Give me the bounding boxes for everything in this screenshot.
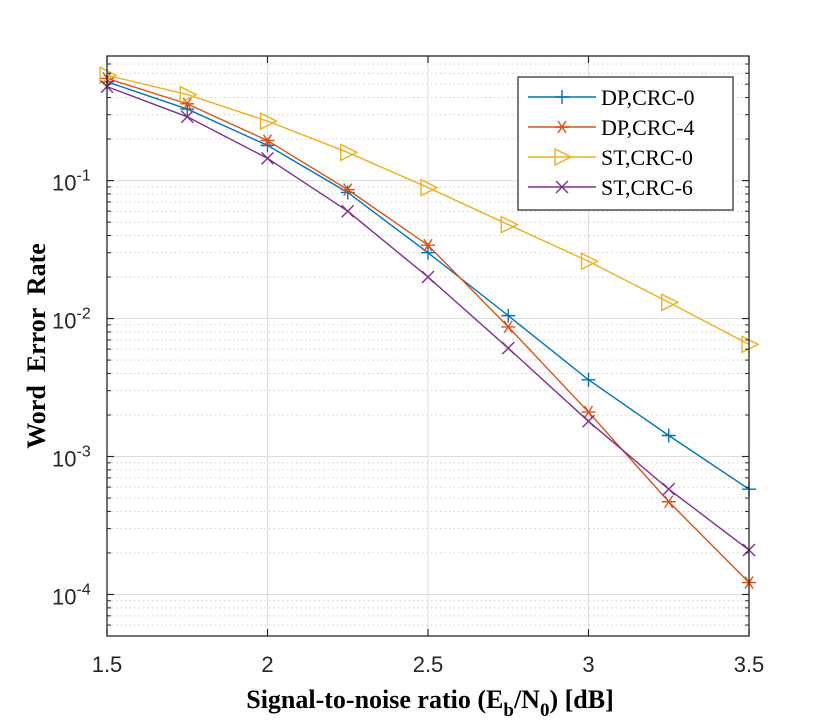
data-point xyxy=(580,252,600,271)
data-point xyxy=(555,180,569,194)
data-point xyxy=(554,147,573,167)
data-point xyxy=(421,238,435,252)
x-tick-label: 3 xyxy=(582,652,594,677)
y-axis-title: Word Error Rate xyxy=(22,243,51,449)
legend-label: DP,CRC-0 xyxy=(601,85,695,110)
data-point xyxy=(259,111,279,131)
series-line xyxy=(106,74,750,345)
data-point xyxy=(421,245,435,260)
series-dp-crc-4 xyxy=(100,72,756,589)
data-point xyxy=(179,85,198,104)
legend-entry: ST,CRC-0 xyxy=(528,145,693,170)
legend-entry: DP,CRC-4 xyxy=(528,115,695,140)
data-point xyxy=(661,293,680,312)
data-point xyxy=(661,428,676,443)
legend: DP,CRC-0 DP,CRC-4 ST,CRC-0 ST,CRC-6 xyxy=(517,76,734,211)
data-point xyxy=(501,341,515,355)
legend-label: ST,CRC-0 xyxy=(601,145,693,170)
legend-entry: ST,CRC-6 xyxy=(528,175,693,200)
series-st-crc-0 xyxy=(99,66,760,354)
x-tick-labels: 1.5 2 2.5 3 3.5 xyxy=(92,652,765,677)
data-point xyxy=(420,178,439,197)
legend-entry: DP,CRC-0 xyxy=(528,85,695,110)
data-point xyxy=(500,215,519,234)
ticks xyxy=(106,55,750,637)
data-point xyxy=(581,372,596,387)
y-tick-label: 10-2 xyxy=(52,306,91,334)
data-point xyxy=(341,204,355,218)
data-point xyxy=(99,66,118,85)
x-tick-label: 2.5 xyxy=(413,652,444,677)
x-tick-label: 3.5 xyxy=(734,652,765,677)
data-point xyxy=(582,414,595,428)
data-point xyxy=(662,482,676,496)
legend-label: ST,CRC-6 xyxy=(601,175,693,200)
data-point xyxy=(741,335,760,354)
y-tick-label: 10-4 xyxy=(52,581,91,609)
data-point xyxy=(501,320,516,334)
data-point xyxy=(261,151,274,165)
y-tick-label: 10-1 xyxy=(52,168,91,196)
data-point xyxy=(581,405,596,419)
data-point xyxy=(340,183,355,197)
x-axis-title: Signal-to-noise ratio (Eb/N0) [dB] xyxy=(246,685,614,721)
y-tick-label: 10-3 xyxy=(52,444,91,472)
data-point xyxy=(661,495,676,509)
legend-box xyxy=(517,76,734,211)
data-point xyxy=(555,120,569,134)
y-tick-labels: 10-1 10-2 10-3 10-4 xyxy=(52,168,91,610)
series-layer xyxy=(99,66,760,589)
data-point xyxy=(421,270,435,284)
data-point xyxy=(501,308,516,323)
legend-label: DP,CRC-4 xyxy=(601,115,695,140)
data-point xyxy=(555,90,569,104)
data-point xyxy=(260,134,275,147)
data-point xyxy=(180,110,194,124)
data-point xyxy=(340,143,359,162)
x-tick-label: 2 xyxy=(261,652,273,677)
x-tick-label: 1.5 xyxy=(92,652,123,677)
